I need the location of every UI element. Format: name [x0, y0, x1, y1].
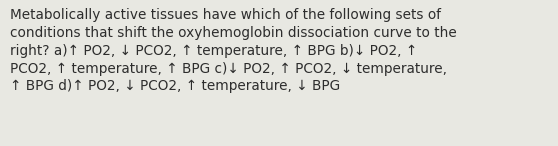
Text: Metabolically active tissues have which of the following sets of
conditions that: Metabolically active tissues have which …: [10, 8, 457, 93]
